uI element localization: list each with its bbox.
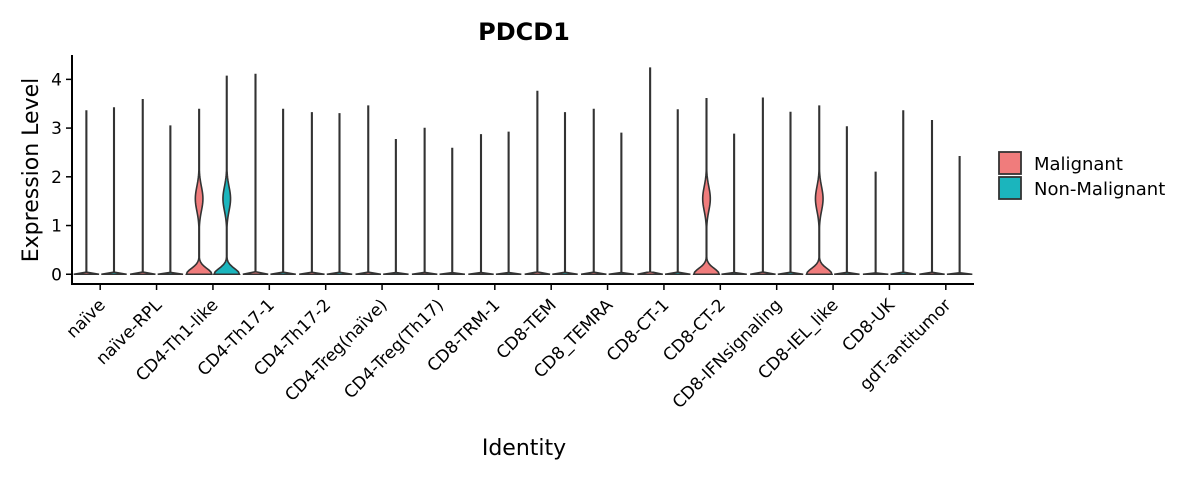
violin-non-malignant-5 [383, 138, 409, 276]
violin-non-malignant-6 [439, 147, 466, 276]
y-tick-label-2: 2 [51, 168, 62, 188]
y-tick-label-4: 4 [51, 70, 62, 90]
violin-non-malignant-7 [495, 131, 522, 276]
violin-malignant-0 [73, 110, 100, 276]
chart-title: PDCD1 [478, 18, 570, 46]
violin-non-malignant-15 [946, 156, 973, 276]
violin-malignant-8 [524, 90, 551, 276]
legend-label-1: Non-Malignant [1034, 179, 1165, 200]
violin-malignant-10 [637, 67, 663, 276]
y-axis-title: Expression Level [19, 78, 44, 263]
x-tick-label-6: CD4-Treg(Th17) [340, 295, 448, 403]
violin-non-malignant-3 [270, 108, 296, 276]
legend: Malignant Non-Malignant [998, 151, 1165, 200]
violin-non-malignant-4 [326, 113, 353, 276]
violin-non-malignant-13 [834, 126, 860, 276]
violin-malignant-5 [355, 105, 382, 276]
y-axis-ticks: 0 1 2 3 4 [51, 70, 72, 285]
violin-non-malignant-11 [721, 133, 747, 276]
violin-malignant-12 [750, 97, 776, 276]
legend-key-1 [998, 176, 1022, 200]
y-tick-label-3: 3 [51, 119, 62, 139]
violin-malignant-4 [299, 112, 325, 276]
violin-malignant-14 [862, 171, 889, 276]
violin-malignant-2 [185, 108, 213, 276]
legend-label-0: Malignant [1034, 154, 1123, 175]
x-axis-ticks: naïvenaïve-RPLCD4-Th1-likeCD4-Th17-1CD4-… [63, 284, 955, 413]
violin-layer [73, 67, 973, 276]
violin-malignant-11 [692, 98, 721, 276]
violin-non-malignant-8 [552, 112, 578, 276]
violin-non-malignant-2 [212, 75, 241, 276]
violin-non-malignant-0 [101, 107, 127, 276]
legend-key-0 [998, 151, 1022, 175]
violin-malignant-9 [580, 108, 607, 276]
violin-non-malignant-10 [664, 109, 691, 276]
violin-malignant-7 [468, 134, 494, 276]
violin-malignant-6 [411, 127, 438, 276]
x-tick-label-5: CD4-Treg(naïve) [281, 295, 391, 405]
x-tick-label-0: naïve [63, 295, 110, 342]
y-tick-label-1: 1 [51, 217, 62, 237]
violin-non-malignant-1 [157, 125, 184, 276]
violin-non-malignant-12 [777, 111, 804, 276]
violin-malignant-13 [805, 105, 834, 276]
violin-non-malignant-9 [608, 132, 635, 276]
violin-malignant-15 [919, 119, 945, 276]
violin-malignant-1 [129, 99, 156, 276]
violin-non-malignant-14 [890, 110, 917, 276]
violin-malignant-3 [242, 73, 269, 276]
x-axis-title: Identity [482, 436, 566, 461]
y-tick-label-0: 0 [51, 265, 62, 285]
